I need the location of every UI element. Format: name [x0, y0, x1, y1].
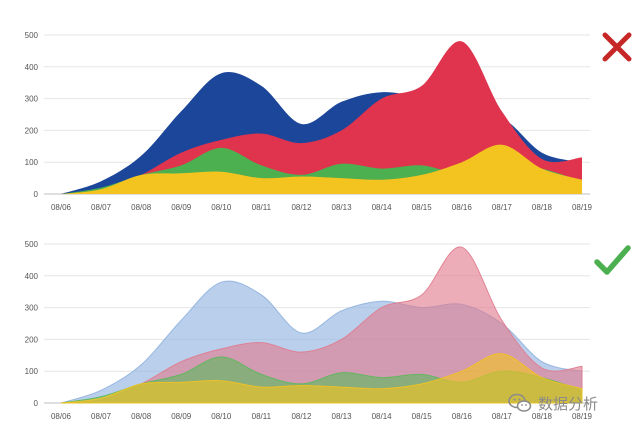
overlapping-area-chart-correct: 0 100 200 300 400 500 08/06 08/07 08/08 08/09 08/1…	[25, 240, 631, 421]
y-tick-label: 400	[25, 272, 39, 281]
x-tick-label: 08/08	[131, 412, 152, 421]
y-tick-label: 0	[34, 399, 39, 408]
x-tick-label: 08/07	[91, 203, 112, 212]
wechat-icon	[508, 393, 532, 412]
y-tick-label: 300	[25, 304, 39, 313]
x-tick-label: 08/10	[211, 203, 232, 212]
stacked-area-chart-incorrect: 0 100 200 300 400 500 08/06 08/07 08/08 08/09 08/1…	[25, 31, 632, 212]
x-tick-label: 08/17	[492, 203, 513, 212]
x-tick-label: 08/07	[91, 412, 112, 421]
y-tick-label: 0	[34, 190, 39, 199]
x-tick-label: 08/18	[532, 203, 553, 212]
x-tick-label: 08/12	[291, 412, 312, 421]
area-series-4	[61, 144, 582, 194]
x-tick-label: 08/19	[572, 203, 593, 212]
check-icon	[594, 245, 631, 275]
area-series-2	[60, 246, 583, 404]
x-tick-label: 08/10	[211, 412, 232, 421]
x-tick-label: 08/09	[171, 412, 192, 421]
x-tick-label: 08/11	[252, 203, 272, 212]
x-tick-label: 08/13	[332, 412, 353, 421]
y-tick-label: 200	[25, 126, 39, 135]
area-series-4	[60, 353, 583, 404]
cross-icon	[602, 32, 632, 62]
wechat-watermark: 数据分析	[508, 390, 632, 416]
x-tick-label: 08/19	[572, 412, 593, 421]
y-tick-label: 200	[25, 335, 39, 344]
x-tick-label: 08/15	[412, 412, 433, 421]
x-tick-label: 08/18	[532, 412, 553, 421]
x-tick-label: 08/13	[332, 203, 353, 212]
cross-stroke	[602, 32, 632, 62]
x-tick-label: 08/12	[291, 203, 312, 212]
x-tick-label: 08/08	[131, 203, 152, 212]
x-tick-label: 08/17	[492, 412, 513, 421]
x-tick-label: 08/06	[51, 203, 72, 212]
y-tick-label: 100	[25, 158, 39, 167]
y-tick-label: 100	[25, 367, 39, 376]
y-tick-label: 500	[25, 31, 39, 40]
y-tick-label: 300	[25, 95, 39, 104]
area-series-2	[61, 41, 582, 195]
x-tick-label: 08/16	[452, 412, 473, 421]
y-tick-label: 500	[25, 240, 39, 249]
x-tick-label: 08/14	[372, 203, 393, 212]
x-tick-label: 08/15	[412, 203, 433, 212]
x-tick-label: 08/09	[171, 203, 192, 212]
x-tick-label: 08/06	[51, 412, 72, 421]
y-tick-label: 400	[25, 63, 39, 72]
x-tick-label: 08/14	[372, 412, 393, 421]
x-tick-label: 08/11	[252, 412, 272, 421]
watermark-text: 数据分析	[538, 394, 599, 413]
x-tick-label: 08/16	[452, 203, 473, 212]
